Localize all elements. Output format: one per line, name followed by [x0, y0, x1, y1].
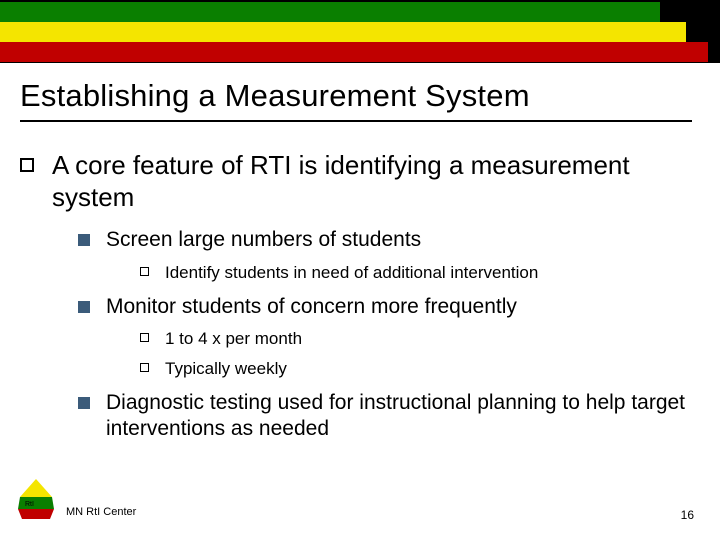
- mn-logo: RtI: [14, 479, 58, 524]
- stripe-red: [0, 42, 708, 62]
- bullet-level1: A core feature of RTI is identifying a m…: [20, 150, 690, 213]
- stripe-yellow: [0, 22, 686, 42]
- square-fill-icon: [78, 234, 90, 246]
- page-number: 16: [681, 508, 694, 522]
- slide-title: Establishing a Measurement System: [20, 78, 692, 114]
- square-fill-icon: [78, 301, 90, 313]
- level2-text: Diagnostic testing used for instructiona…: [106, 390, 690, 443]
- level2-text: Monitor students of concern more frequen…: [106, 294, 517, 320]
- footer-source: MN RtI Center: [66, 506, 136, 518]
- slide: Establishing a Measurement System A core…: [0, 0, 720, 540]
- mn-logo-label: RtI: [25, 501, 34, 508]
- square-outline-small-icon: [140, 363, 149, 372]
- stripe-green: [0, 2, 660, 22]
- mn-shape-top: [20, 479, 52, 497]
- bullet-level2: Screen large numbers of students: [78, 227, 690, 253]
- level1-text: A core feature of RTI is identifying a m…: [52, 150, 690, 213]
- bullet-level2: Diagnostic testing used for instructiona…: [78, 390, 690, 443]
- square-fill-icon: [78, 397, 90, 409]
- level3-text: Identify students in need of additional …: [165, 262, 538, 284]
- title-block: Establishing a Measurement System: [20, 78, 692, 122]
- bullet-level3: 1 to 4 x per month: [140, 328, 690, 350]
- mn-shape-mid: [18, 497, 54, 509]
- bullet-level3: Typically weekly: [140, 358, 690, 380]
- level3-text: 1 to 4 x per month: [165, 328, 302, 350]
- mn-shape-bot: [18, 509, 54, 519]
- bullet-level3: Identify students in need of additional …: [140, 262, 690, 284]
- level2-text: Screen large numbers of students: [106, 227, 421, 253]
- bullet-level2: Monitor students of concern more frequen…: [78, 294, 690, 320]
- title-underline: [20, 120, 692, 122]
- level3-text: Typically weekly: [165, 358, 287, 380]
- square-outline-small-icon: [140, 333, 149, 342]
- square-outline-icon: [20, 158, 34, 172]
- square-outline-small-icon: [140, 267, 149, 276]
- slide-body: A core feature of RTI is identifying a m…: [20, 150, 690, 449]
